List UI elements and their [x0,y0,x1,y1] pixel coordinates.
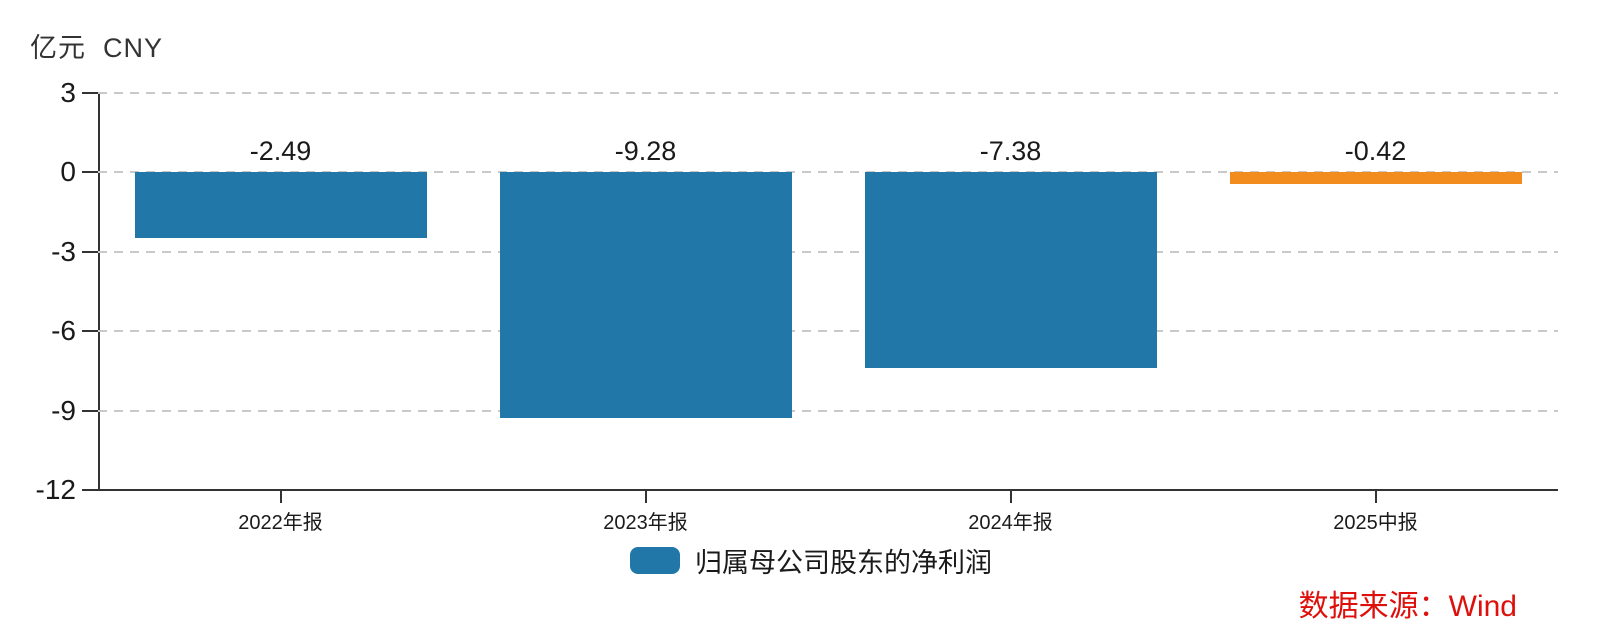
bar-2024年报 [864,172,1157,368]
data-source-label: 数据来源：Wind [1298,590,1517,623]
bar-value-label: -7.38 [979,136,1042,167]
plot-area: 3 0 -3 -6 -9 -12 -2.49 2022年报 -9.28 2023年报 -7.38 20… [36,77,1558,534]
x-axis-tick [1009,491,1012,503]
y-axis-tick [82,489,98,491]
x-axis-line [98,489,1558,491]
y-axis-tick [82,92,98,94]
y-axis-tick [82,409,98,412]
x-axis-tick [644,491,647,503]
gridline-y--9 [98,409,1558,412]
y-tick-label: 3 [60,77,76,108]
x-axis-tick [1374,491,1377,503]
x-tick-label: 2024年报 [968,512,1053,534]
y-axis-tick [82,330,98,333]
y-axis-tick [82,250,98,253]
bar-2025中报 [1229,172,1522,184]
bar-2023年报 [499,172,792,418]
y-tick-label: -6 [51,315,76,347]
legend-series-label: 归属母公司股东的净利润 [695,548,992,578]
y-axis-unit-label: 亿元 CNY [30,33,164,63]
y-tick-label: -12 [35,474,76,505]
y-tick-label: 0 [60,156,76,188]
x-tick-label: 2023年报 [603,512,688,534]
x-tick-label: 2025中报 [1333,512,1418,534]
y-tick-label: -3 [51,235,76,267]
x-axis-tick [279,491,282,503]
bar-value-label: -9.28 [614,136,677,167]
y-axis-line [98,93,100,490]
y-axis-tick [82,171,98,174]
bar-value-label: -2.49 [249,136,312,167]
legend: 归属母公司股东的净利润 [630,541,992,580]
y-tick-label: -9 [51,394,76,426]
legend-swatch-icon [630,547,680,574]
bar-2022年报 [134,172,427,239]
gridline-y-3 [98,92,1558,94]
x-tick-label: 2022年报 [238,512,323,534]
gridline-y--3 [98,250,1558,253]
bar-value-label: -0.42 [1344,136,1407,167]
gridline-y-0 [98,171,1558,174]
gridline-y--6 [98,330,1558,333]
